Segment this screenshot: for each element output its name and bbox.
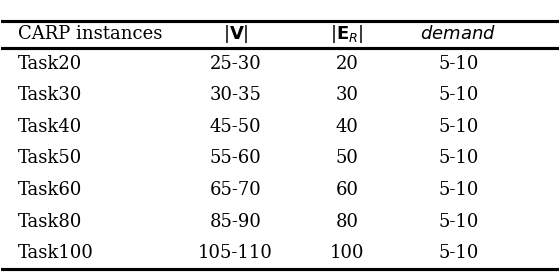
- Text: 65-70: 65-70: [209, 181, 262, 199]
- Text: 50: 50: [335, 150, 358, 168]
- Text: 45-50: 45-50: [209, 118, 261, 136]
- Text: Task40: Task40: [18, 118, 82, 136]
- Text: 85-90: 85-90: [209, 213, 262, 231]
- Text: Task60: Task60: [18, 181, 82, 199]
- Text: 20: 20: [335, 55, 358, 73]
- Text: CARP instances: CARP instances: [18, 25, 162, 43]
- Text: 5-10: 5-10: [438, 86, 478, 104]
- Text: 25-30: 25-30: [209, 55, 262, 73]
- Text: 30: 30: [335, 86, 358, 104]
- Text: Task50: Task50: [18, 150, 82, 168]
- Text: 60: 60: [335, 181, 358, 199]
- Text: 5-10: 5-10: [438, 55, 478, 73]
- Text: 100: 100: [330, 244, 364, 262]
- Text: 5-10: 5-10: [438, 150, 478, 168]
- Text: Task100: Task100: [18, 244, 94, 262]
- Text: Task20: Task20: [18, 55, 82, 73]
- Text: 40: 40: [335, 118, 358, 136]
- Text: $|\mathbf{V}|$: $|\mathbf{V}|$: [222, 23, 248, 45]
- Text: Task30: Task30: [18, 86, 82, 104]
- Text: 30-35: 30-35: [209, 86, 262, 104]
- Text: 105-110: 105-110: [198, 244, 273, 262]
- Text: Task80: Task80: [18, 213, 82, 231]
- Text: 5-10: 5-10: [438, 181, 478, 199]
- Text: 80: 80: [335, 213, 358, 231]
- Text: 5-10: 5-10: [438, 244, 478, 262]
- Text: $demand$: $demand$: [421, 25, 496, 43]
- Text: $|\mathbf{E}_R|$: $|\mathbf{E}_R|$: [330, 23, 363, 45]
- Text: 55-60: 55-60: [209, 150, 262, 168]
- Text: 5-10: 5-10: [438, 118, 478, 136]
- Text: 5-10: 5-10: [438, 213, 478, 231]
